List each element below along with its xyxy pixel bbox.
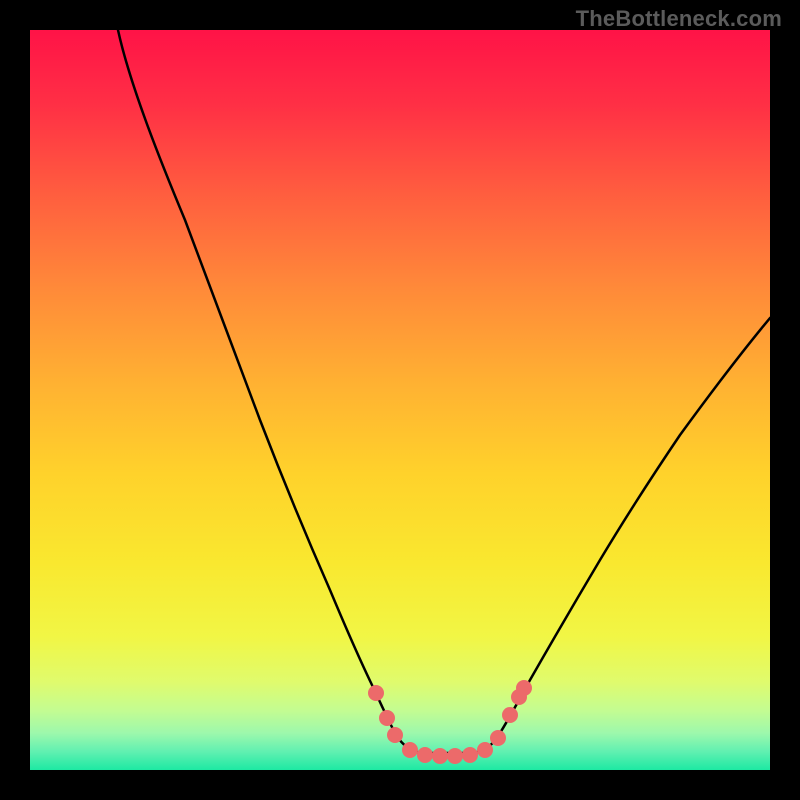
curve-marker: [387, 727, 403, 743]
curve-marker: [462, 747, 478, 763]
curve-marker: [516, 680, 532, 696]
curve-marker: [379, 710, 395, 726]
curve-marker: [432, 748, 448, 764]
curve-marker: [402, 742, 418, 758]
chart-frame: TheBottleneck.com: [0, 0, 800, 800]
plot-area: [30, 30, 770, 770]
curve-marker: [490, 730, 506, 746]
curve-marker: [368, 685, 384, 701]
curve-layer: [30, 30, 770, 770]
curve-marker: [447, 748, 463, 764]
bottleneck-curve: [118, 30, 770, 753]
curve-marker: [502, 707, 518, 723]
marker-group: [368, 680, 532, 764]
watermark-text: TheBottleneck.com: [576, 6, 782, 32]
curve-marker: [417, 747, 433, 763]
curve-marker: [477, 742, 493, 758]
